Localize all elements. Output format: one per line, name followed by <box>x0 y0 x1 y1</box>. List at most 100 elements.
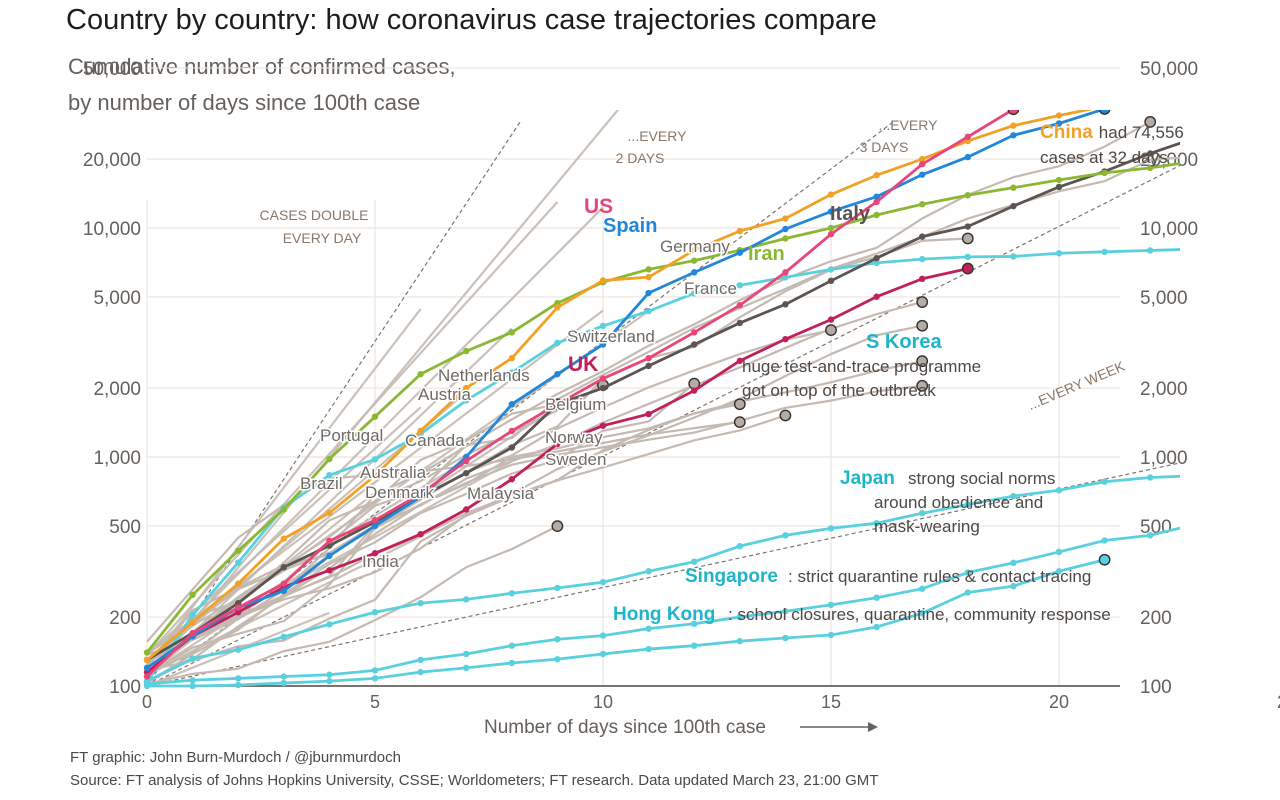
data-point-japan <box>782 532 789 539</box>
data-point-iran <box>1055 176 1063 184</box>
country-label-singapore: Singapore <box>685 566 778 587</box>
data-point-iran <box>508 329 515 336</box>
data-point-uk <box>554 440 561 448</box>
data-point-spain <box>280 587 287 595</box>
data-point-us <box>417 490 424 498</box>
x-tick-label: 10 <box>593 692 613 712</box>
data-point-iran <box>1147 164 1154 172</box>
country-label-portugal: Portugal <box>320 426 383 445</box>
y-tick-label-right: 2,000 <box>1140 379 1188 400</box>
y-tick-label-left: 10,000 <box>83 219 141 240</box>
data-point-china <box>1238 80 1244 86</box>
data-point-uk <box>508 475 515 483</box>
data-point-hong-kong <box>463 664 470 672</box>
data-point-s-korea <box>1238 245 1244 251</box>
country-label-india: India <box>362 552 399 571</box>
data-point-japan <box>417 599 424 607</box>
data-point-hong-kong <box>782 634 789 642</box>
end-marker-belgium <box>916 319 929 332</box>
data-point-s-korea <box>508 369 515 376</box>
data-point-hong-kong <box>326 677 333 685</box>
data-point-us <box>508 427 515 435</box>
x-axis-label: Number of days since 100th case <box>484 717 766 738</box>
data-point-japan <box>1193 472 1199 478</box>
data-point-uk <box>645 410 652 418</box>
data-point-us <box>554 401 561 408</box>
doubling-guides <box>146 121 1180 687</box>
data-point-china <box>508 355 515 362</box>
data-point-hong-kong <box>873 623 880 631</box>
data-point-iran <box>326 455 333 463</box>
data-point-china <box>1055 112 1063 119</box>
y-tick-label-left: 20,000 <box>83 150 141 171</box>
data-point-singapore <box>1055 548 1063 556</box>
data-point-italy <box>1055 183 1063 191</box>
data-point-uk <box>371 550 379 557</box>
y-tick-label-left: 1,000 <box>93 448 141 469</box>
end-marker-denmark <box>733 416 746 429</box>
background-country-line <box>146 535 422 675</box>
series-line-india <box>146 525 558 686</box>
data-point-italy <box>691 341 698 348</box>
data-point-spain <box>554 370 561 378</box>
x-axis-arrowhead-icon <box>868 722 878 732</box>
data-point-singapore <box>964 569 971 576</box>
country-label-hong-kong: Hong Kong <box>613 604 715 625</box>
china-note-line2: cases at 32 days <box>1040 148 1168 167</box>
singapore-note: : strict quarantine rules & contact trac… <box>788 567 1091 586</box>
data-point-iran <box>463 347 470 355</box>
data-point-s-korea <box>645 307 652 315</box>
data-point-s-korea <box>736 282 743 289</box>
series-line-japan <box>146 474 1180 683</box>
data-point-italy <box>782 301 789 308</box>
y-tick-label-left: 2,000 <box>93 379 141 400</box>
data-point-china <box>1147 95 1153 101</box>
data-point-hong-kong <box>736 637 743 645</box>
data-point-japan <box>1055 487 1063 494</box>
data-point-japan <box>827 525 835 532</box>
data-point-hong-kong <box>554 655 561 663</box>
data-point-iran <box>1238 153 1244 159</box>
data-point-us <box>189 630 196 637</box>
data-point-s-korea <box>326 471 333 479</box>
x-tick-label: 5 <box>370 692 380 712</box>
data-point-japan <box>964 501 971 508</box>
y-tick-label-right: 100 <box>1140 677 1172 698</box>
data-point-us <box>964 133 971 141</box>
data-point-japan <box>1147 474 1154 481</box>
data-point-singapore <box>1010 559 1017 567</box>
data-point-china <box>1193 87 1199 93</box>
data-point-japan <box>1010 492 1017 500</box>
data-point-japan <box>463 596 470 603</box>
series-line-canada <box>146 382 695 684</box>
data-point-us <box>736 302 743 309</box>
data-point-iran <box>827 224 835 232</box>
data-point-japan <box>645 568 652 575</box>
y-tick-label-right: 5,000 <box>1140 288 1188 309</box>
end-marker-spain <box>1098 110 1111 115</box>
country-label-canada: Canada <box>405 431 465 450</box>
series-line-s-korea <box>145 248 1180 683</box>
background-country-line <box>146 206 604 667</box>
y-tick-label-left: 200 <box>109 608 141 629</box>
series-lines <box>143 80 1244 690</box>
data-point-singapore <box>736 613 743 621</box>
data-point-japan <box>280 633 287 641</box>
data-point-italy <box>964 223 971 230</box>
y-tick-label-left: 5,000 <box>93 288 141 309</box>
data-point-japan <box>1238 467 1244 473</box>
guide-label-3-days-line2: 3 DAYS <box>860 139 909 155</box>
data-point-hong-kong <box>189 682 196 690</box>
data-point-s-korea <box>873 259 880 267</box>
data-point-singapore <box>554 636 561 643</box>
country-label-japan: Japan <box>840 468 895 489</box>
data-point-italy <box>235 599 242 607</box>
data-point-us <box>827 230 835 238</box>
data-point-s-korea <box>782 274 789 281</box>
y-tick-label-left: 100 <box>109 677 141 698</box>
y-tick-label-right: 50,000 <box>1140 59 1198 80</box>
data-point-china <box>691 246 698 254</box>
series-line-denmark <box>146 421 740 643</box>
data-point-china <box>189 618 196 626</box>
country-label-australia: Australia <box>360 463 427 482</box>
